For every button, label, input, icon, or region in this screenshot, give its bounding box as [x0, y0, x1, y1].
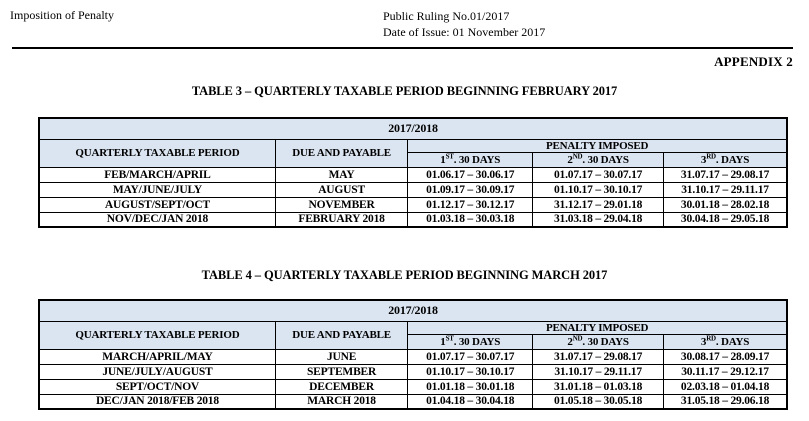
- col-header-due-payable: DUE AND PAYABLE: [274, 320, 409, 350]
- table-cell: 02.03.18 – 01.04.18: [663, 378, 788, 395]
- col-header-due-payable: DUE AND PAYABLE: [274, 138, 409, 168]
- ordinal-rest: . DAYS: [715, 153, 750, 166]
- col-header-2nd-30-days: 2ND. 30 DAYS: [532, 151, 665, 168]
- table-cell: 01.03.18 – 30.03.18: [407, 211, 534, 228]
- table-cell: MARCH/APRIL/MAY: [38, 348, 276, 365]
- table-row: NOV/DEC/JAN 2018 FEBRUARY 2018 01.03.18 …: [38, 211, 788, 228]
- table-cell: 01.09.17 – 30.09.17: [407, 181, 534, 198]
- table4-quarterly-penalty: 2017/2018 QUARTERLY TAXABLE PERIOD DUE A…: [38, 299, 788, 410]
- ordinal-suffix: ST: [445, 334, 454, 342]
- table-cell: JUNE/JULY/AUGUST: [38, 363, 276, 380]
- public-ruling-number: Public Ruling No.01/2017: [383, 9, 510, 23]
- ordinal-number: 3: [700, 153, 707, 166]
- table-cell: DECEMBER: [274, 378, 409, 395]
- ordinal-number: 2: [567, 153, 573, 166]
- table-row-subheader: 1ST. 30 DAYS 2ND. 30 DAYS 3RD. DAYS: [39, 151, 788, 168]
- table-cell: NOV/DEC/JAN 2018: [38, 211, 276, 228]
- ordinal-number: 1: [440, 335, 446, 348]
- col-header-quarterly-period: QUARTERLY TAXABLE PERIOD: [38, 138, 276, 168]
- ordinal-rest: . 30 DAYS: [453, 153, 501, 166]
- year-header-cell: 2017/2018: [38, 117, 788, 140]
- table-cell: 01.07.17 – 30.07.17: [532, 166, 665, 183]
- table-row: MARCH/APRIL/MAY JUNE 01.07.17 – 30.07.17…: [38, 348, 788, 365]
- header-divider-line: [12, 47, 793, 49]
- table-cell: 01.01.18 – 30.01.18: [407, 378, 534, 395]
- col-header-1st-30-days: 1ST. 30 DAYS: [407, 333, 534, 350]
- table3-quarterly-penalty: 2017/2018 QUARTERLY TAXABLE PERIOD DUE A…: [38, 117, 788, 228]
- table-cell: 31.05.18 – 29.06.18: [663, 393, 788, 410]
- table-cell: 01.05.18 – 30.05.18: [532, 393, 665, 410]
- ordinal-suffix: ND: [572, 152, 583, 160]
- appendix-label: APPENDIX 2: [714, 54, 793, 69]
- table3-title: TABLE 3 – QUARTERLY TAXABLE PERIOD BEGIN…: [191, 84, 618, 98]
- table-cell: AUGUST/SEPT/OCT: [38, 196, 276, 213]
- table-row-header: QUARTERLY TAXABLE PERIOD DUE AND PAYABLE…: [38, 320, 788, 350]
- table-row: FEB/MARCH/APRIL MAY 01.06.17 – 30.06.17 …: [38, 166, 788, 183]
- table-cell: SEPTEMBER: [274, 363, 409, 380]
- col-header-quarterly-period: QUARTERLY TAXABLE PERIOD: [38, 320, 276, 350]
- table-row: MAY/JUNE/JULY AUGUST 01.09.17 – 30.09.17…: [38, 181, 788, 198]
- date-of-issue: Date of Issue: 01 November 2017: [383, 25, 546, 39]
- table-cell: FEBRUARY 2018: [274, 211, 409, 228]
- col-header-penalty-imposed: PENALTY IMPOSED: [407, 138, 788, 153]
- col-header-3rd-days: 3RD. DAYS: [663, 333, 788, 350]
- table-cell: JUNE: [274, 348, 409, 365]
- table-cell: 30.01.18 – 28.02.18: [663, 196, 788, 213]
- ordinal-suffix: ND: [572, 334, 583, 342]
- table-cell: 30.08.17 – 28.09.17: [663, 348, 788, 365]
- table-row-header: QUARTERLY TAXABLE PERIOD DUE AND PAYABLE…: [38, 138, 788, 168]
- ordinal-rest: . DAYS: [715, 335, 750, 348]
- ordinal-number: 3: [700, 335, 707, 348]
- table-cell: 30.11.17 – 29.12.17: [663, 363, 788, 380]
- col-header-2nd-30-days: 2ND. 30 DAYS: [532, 333, 665, 350]
- table-cell: 31.03.18 – 29.04.18: [532, 211, 665, 228]
- table-cell: 01.10.17 – 30.10.17: [532, 181, 665, 198]
- table-cell: MAY/JUNE/JULY: [38, 181, 276, 198]
- document-header-right: Public Ruling No.01/2017 Date of Issue: …: [383, 8, 545, 40]
- table-cell: 01.10.17 – 30.10.17: [407, 363, 534, 380]
- ordinal-rest: . 30 DAYS: [453, 335, 501, 348]
- table-cell: 30.04.18 – 29.05.18: [663, 211, 788, 228]
- ordinal-number: 2: [567, 335, 573, 348]
- ordinal-number: 1: [440, 153, 446, 166]
- col-header-penalty-imposed: PENALTY IMPOSED: [407, 320, 788, 335]
- col-header-3rd-days: 3RD. DAYS: [663, 151, 788, 168]
- table-cell: 31.12.17 – 29.01.18: [532, 196, 665, 213]
- ordinal-rest: . 30 DAYS: [582, 335, 629, 348]
- table-row: DEC/JAN 2018/FEB 2018 MARCH 2018 01.04.1…: [38, 393, 788, 410]
- table-cell: 01.04.18 – 30.04.18: [407, 393, 534, 410]
- ordinal-suffix: ST: [445, 152, 454, 160]
- table-cell: 31.07.17 – 29.08.17: [532, 348, 665, 365]
- table-cell: DEC/JAN 2018/FEB 2018: [38, 393, 276, 410]
- table-cell: SEPT/OCT/NOV: [38, 378, 276, 395]
- table-cell: 31.10.17 – 29.11.17: [663, 181, 788, 198]
- table-row-year: 2017/2018: [38, 117, 788, 140]
- ordinal-suffix: RD: [706, 334, 716, 342]
- document-header-left: Imposition of Penalty: [10, 8, 114, 22]
- table-cell: 01.06.17 – 30.06.17: [407, 166, 534, 183]
- table-cell: 01.07.17 – 30.07.17: [407, 348, 534, 365]
- table-cell: NOVEMBER: [274, 196, 409, 213]
- table-cell: 31.07.17 – 29.08.17: [663, 166, 788, 183]
- ordinal-rest: . 30 DAYS: [582, 153, 629, 166]
- table-cell: 01.12.17 – 30.12.17: [407, 196, 534, 213]
- ordinal-suffix: RD: [706, 152, 716, 160]
- table-row-year: 2017/2018: [38, 299, 788, 322]
- year-header-cell: 2017/2018: [38, 299, 788, 322]
- col-header-1st-30-days: 1ST. 30 DAYS: [407, 151, 534, 168]
- table-cell: FEB/MARCH/APRIL: [38, 166, 276, 183]
- table-cell: MARCH 2018: [274, 393, 409, 410]
- table-row: JUNE/JULY/AUGUST SEPTEMBER 01.10.17 – 30…: [38, 363, 788, 380]
- table-cell: MAY: [274, 166, 409, 183]
- table-cell: 31.10.17 – 29.11.17: [532, 363, 665, 380]
- table4-title: TABLE 4 – QUARTERLY TAXABLE PERIOD BEGIN…: [201, 268, 608, 282]
- table-cell: 31.01.18 – 01.03.18: [532, 378, 665, 395]
- table-row: AUGUST/SEPT/OCT NOVEMBER 01.12.17 – 30.1…: [38, 196, 788, 213]
- table-row: SEPT/OCT/NOV DECEMBER 01.01.18 – 30.01.1…: [38, 378, 788, 395]
- table-cell: AUGUST: [274, 181, 409, 198]
